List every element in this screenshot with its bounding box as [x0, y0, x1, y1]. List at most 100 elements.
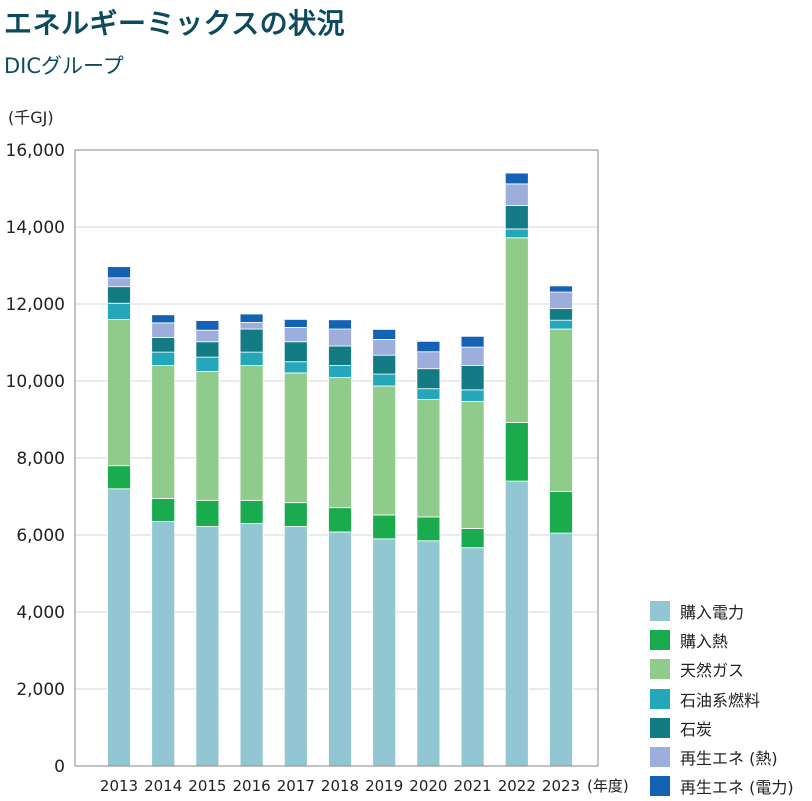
bar-segment-2015-2 [195, 370, 220, 501]
bar-segment-2014-5 [151, 322, 176, 338]
bar-segment-2014-4 [151, 337, 176, 353]
y-tick-label: 12,000 [6, 295, 65, 315]
bar-segment-2020-4 [416, 368, 441, 390]
bar-segment-2018-1 [328, 507, 352, 533]
bar-segment-2021-3 [460, 389, 485, 402]
x-axis-ticks: 2013 2014 2015 2016 2017 2018 2019 2020 2021 2022… [100, 777, 580, 795]
bar-segment-2023-0 [549, 532, 573, 767]
bar-segment-2018-5 [328, 328, 352, 347]
bar-segment-2014-2 [151, 365, 176, 499]
bar-segment-2021-4 [460, 365, 485, 391]
x-tick-label: 2018 [321, 777, 359, 795]
legend-swatch [650, 688, 670, 709]
legend-label: 石炭 [680, 719, 713, 739]
bar-segment-2018-2 [328, 377, 352, 509]
bar-stack-2017 [283, 318, 308, 767]
bar-stacks [107, 172, 573, 767]
bar-segment-2022-3 [504, 228, 529, 239]
x-tick-label: 2014 [144, 777, 182, 795]
plot-frame [74, 149, 599, 767]
bar-stack-2013 [107, 266, 131, 767]
bar-segment-2016-3 [239, 351, 264, 366]
bar-segment-2019-3 [372, 373, 397, 387]
x-axis-label: (年度) [587, 777, 629, 795]
bar-segment-2019-2 [372, 385, 397, 516]
x-tick-label: 2023 [542, 777, 580, 795]
legend-label: 石油系燃料 [680, 690, 761, 710]
bar-segment-2016-0 [239, 523, 264, 767]
bar-segment-2019-0 [372, 538, 397, 767]
y-tick-label: 10,000 [6, 372, 65, 392]
bar-segment-2021-2 [460, 401, 485, 529]
bar-segment-2020-6 [416, 340, 441, 353]
bar-segment-2013-1 [107, 465, 131, 490]
x-tick-label: 2019 [365, 777, 403, 795]
legend-item: 再生エネ (電力) [650, 772, 794, 801]
legend-item: 購入電力 [650, 596, 794, 625]
legend-swatch [650, 776, 670, 797]
bar-segment-2015-3 [195, 356, 220, 372]
bar-segment-2016-1 [239, 499, 264, 524]
bar-segment-2014-6 [151, 314, 176, 324]
bar-segment-2020-3 [416, 388, 441, 400]
bar-segment-2022-0 [504, 480, 529, 767]
bar-segment-2022-1 [504, 422, 529, 482]
bar-segment-2021-0 [460, 547, 485, 767]
bar-segment-2022-2 [504, 237, 529, 423]
bar-stack-2014 [151, 314, 176, 767]
bar-stack-2019 [372, 329, 397, 767]
bar-segment-2023-1 [549, 491, 573, 534]
bar-segment-2015-0 [195, 526, 220, 767]
bar-segment-2016-2 [239, 365, 264, 501]
legend-item: 石油系燃料 [650, 684, 794, 713]
bar-segment-2020-2 [416, 399, 441, 518]
bar-segment-2018-6 [328, 319, 352, 330]
bar-segment-2014-0 [151, 521, 176, 767]
legend-swatch [650, 600, 670, 621]
x-tick-label: 2022 [498, 777, 536, 795]
bar-segment-2013-3 [107, 302, 131, 320]
y-tick-label: 4,000 [16, 603, 65, 623]
bar-segment-2019-6 [372, 329, 397, 340]
bar-stack-2020 [416, 340, 441, 767]
bar-stack-2023 [549, 285, 573, 767]
bar-segment-2020-1 [416, 516, 441, 542]
legend-label: 再生エネ (熱) [680, 749, 778, 769]
y-tick-label: 16,000 [6, 141, 65, 161]
bar-segment-2013-2 [107, 318, 131, 467]
bar-segment-2021-6 [460, 335, 485, 348]
chart-subtitle: DICグループ [4, 54, 124, 78]
y-tick-label: 14,000 [6, 218, 65, 238]
bar-stack-2015 [195, 320, 220, 767]
x-tick-label: 2015 [188, 777, 226, 795]
y-tick-label: 8,000 [16, 449, 65, 469]
bar-segment-2014-1 [151, 498, 176, 522]
legend-item: 天然ガス [650, 655, 794, 684]
bar-segment-2019-5 [372, 339, 397, 356]
bar-stack-2022 [504, 172, 529, 767]
y-tick-label: 6,000 [16, 526, 65, 546]
bar-segment-2018-3 [328, 365, 352, 378]
chart-title: エネルギーミックスの状況 [4, 7, 346, 40]
bar-segment-2015-6 [195, 320, 220, 331]
bar-segment-2016-6 [239, 313, 264, 323]
bar-stack-2021 [460, 335, 485, 767]
legend-item: 石炭 [650, 713, 794, 742]
legend-label: 再生エネ (電力) [680, 778, 794, 798]
legend-swatch [650, 747, 670, 768]
legend: 購入電力購入熱天然ガス石油系燃料石炭再生エネ (熱) 再生エネ (電力) [650, 596, 794, 801]
bar-segment-2015-5 [195, 329, 220, 343]
y-tick-label: 0 [54, 757, 65, 777]
bar-stack-2018 [328, 319, 352, 767]
bar-segment-2013-6 [107, 266, 131, 279]
x-tick-label: 2017 [277, 777, 315, 795]
legend-item: 購入熱 [650, 625, 794, 654]
bar-segment-2017-1 [283, 502, 308, 527]
bar-segment-2023-5 [549, 291, 573, 310]
x-tick-label: 2016 [233, 777, 271, 795]
bar-segment-2017-6 [283, 318, 308, 328]
bar-segment-2014-3 [151, 351, 176, 366]
bar-segment-2023-3 [549, 319, 573, 330]
bar-segment-2023-6 [549, 285, 573, 293]
legend-label: 購入熱 [680, 631, 729, 651]
